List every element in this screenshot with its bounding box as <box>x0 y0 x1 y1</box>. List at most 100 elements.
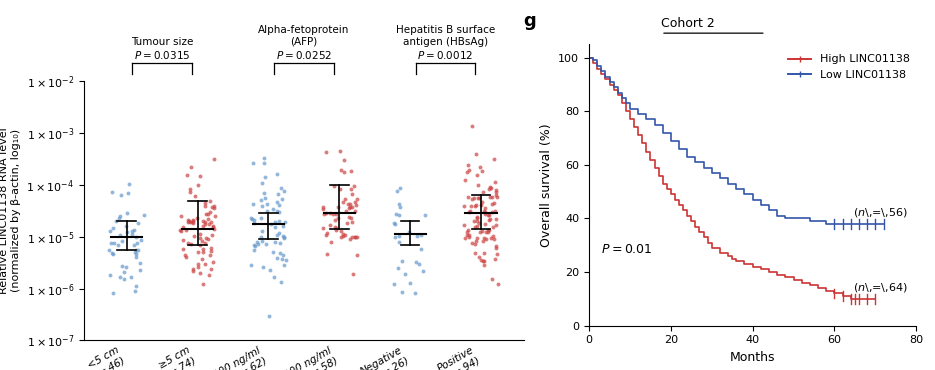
Point <box>193 231 208 236</box>
Point <box>266 249 280 255</box>
Point <box>464 123 479 129</box>
Point <box>273 279 288 285</box>
Point <box>468 151 483 157</box>
Point <box>328 225 343 231</box>
Point <box>176 224 191 230</box>
Point <box>130 247 145 253</box>
Point <box>467 218 482 223</box>
Point <box>198 221 213 227</box>
Point <box>173 228 188 234</box>
Point <box>270 199 285 205</box>
Point <box>195 249 210 255</box>
Point <box>203 219 218 225</box>
Point <box>330 204 345 210</box>
Point <box>272 209 287 215</box>
Point <box>197 200 212 206</box>
Point <box>119 264 134 270</box>
Point <box>386 281 401 287</box>
Point <box>401 229 416 235</box>
Point <box>331 215 346 221</box>
Y-axis label: Relative LINC01138 RNA level
(normalized by β-actin, log₁₀): Relative LINC01138 RNA level (normalized… <box>0 128 21 294</box>
Point <box>203 209 218 215</box>
Point <box>333 148 348 154</box>
Point <box>208 213 223 219</box>
Point <box>327 216 342 222</box>
Point <box>254 228 269 234</box>
Point <box>487 156 502 162</box>
Point <box>485 276 500 282</box>
Point <box>477 262 492 268</box>
Point <box>323 210 338 216</box>
Point <box>201 216 216 222</box>
Point <box>204 248 219 254</box>
Point <box>336 199 351 205</box>
Point <box>272 250 287 256</box>
Point <box>126 227 141 233</box>
Point <box>491 281 506 287</box>
Point <box>128 254 143 260</box>
Point <box>250 239 265 245</box>
Point <box>341 213 356 219</box>
Point <box>181 219 196 225</box>
Point <box>261 313 276 319</box>
Point <box>185 219 200 225</box>
Point <box>248 243 263 249</box>
Point <box>207 204 222 209</box>
Point <box>103 272 118 278</box>
Point <box>174 213 189 219</box>
Point <box>112 232 127 238</box>
Point <box>388 211 403 217</box>
Point <box>270 208 285 214</box>
Point <box>345 219 360 225</box>
Point <box>461 162 476 168</box>
Point <box>329 211 344 217</box>
Point <box>129 283 144 289</box>
Point <box>348 234 363 240</box>
Point <box>335 231 350 237</box>
Point <box>389 188 404 194</box>
Point <box>478 209 493 215</box>
Point <box>190 215 205 221</box>
Point <box>416 268 431 274</box>
Point <box>410 233 424 239</box>
Text: ($n$\,=\,56): ($n$\,=\,56) <box>853 206 908 219</box>
Point <box>182 219 197 225</box>
X-axis label: Months: Months <box>730 351 775 364</box>
Point <box>391 239 406 245</box>
Point <box>193 270 208 276</box>
Point <box>107 240 122 246</box>
Point <box>393 204 408 210</box>
Point <box>183 164 198 169</box>
Point <box>178 252 193 258</box>
Point <box>350 234 365 240</box>
Point <box>203 198 218 204</box>
Point <box>315 225 330 231</box>
Point <box>344 186 359 192</box>
Point <box>470 195 485 201</box>
Point <box>206 259 221 265</box>
Point <box>246 160 261 166</box>
Point <box>408 290 423 296</box>
Point <box>476 235 491 241</box>
Point <box>106 290 121 296</box>
Point <box>108 218 123 224</box>
Point <box>253 235 268 241</box>
Point <box>489 187 504 193</box>
Point <box>395 258 410 264</box>
Point <box>461 167 476 173</box>
Point <box>124 231 139 236</box>
Point <box>476 258 491 264</box>
Point <box>327 224 342 230</box>
Point <box>193 173 208 179</box>
Point <box>461 209 476 215</box>
Point <box>324 239 338 245</box>
Point <box>476 250 491 256</box>
Point <box>104 189 119 195</box>
Point <box>201 221 216 227</box>
Point <box>200 236 215 242</box>
Point <box>270 232 285 238</box>
Point <box>102 247 117 253</box>
Point <box>338 208 353 214</box>
Point <box>274 185 289 191</box>
Point <box>191 182 206 188</box>
